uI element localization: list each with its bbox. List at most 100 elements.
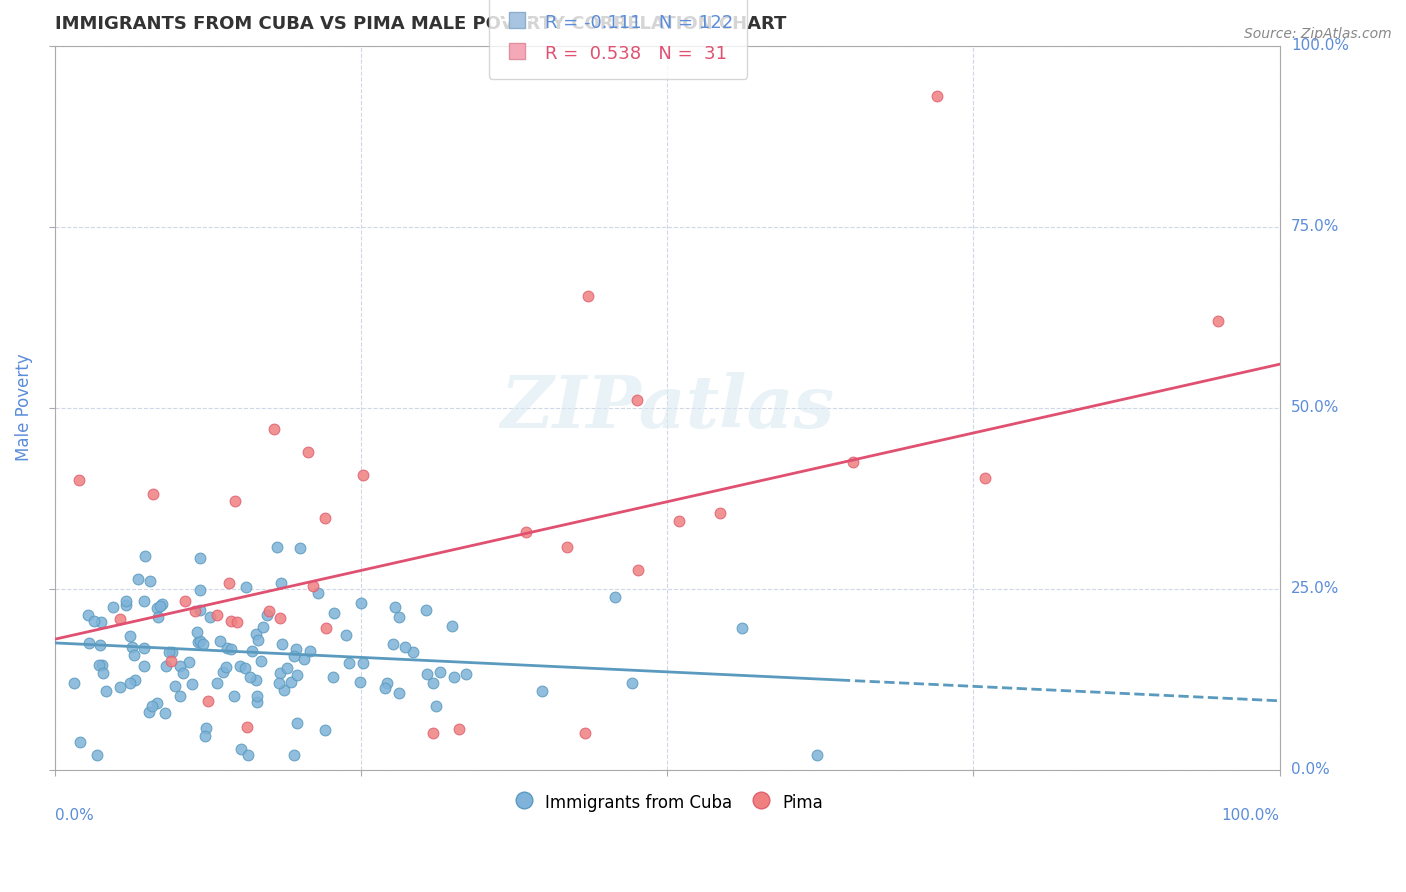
Point — [231, 742, 253, 756]
Point — [235, 580, 257, 594]
Point — [169, 659, 191, 673]
Point — [246, 695, 269, 709]
Point — [350, 596, 373, 610]
Point — [271, 637, 294, 651]
Point — [1208, 314, 1230, 328]
Point — [110, 680, 132, 694]
Point — [276, 661, 298, 675]
Point — [668, 514, 690, 528]
Point — [315, 621, 337, 635]
Point — [134, 640, 156, 655]
Point — [246, 689, 269, 703]
Text: 75.0%: 75.0% — [1291, 219, 1339, 234]
Text: 25.0%: 25.0% — [1291, 581, 1339, 596]
Point — [205, 676, 228, 690]
Point — [193, 637, 215, 651]
Point — [114, 594, 136, 608]
Point — [215, 659, 238, 673]
Point — [352, 468, 374, 483]
Point — [218, 575, 240, 590]
Point — [96, 684, 118, 698]
Point — [138, 574, 160, 588]
Point — [307, 586, 329, 600]
Point — [388, 686, 411, 700]
Point — [194, 721, 217, 735]
Point — [67, 473, 90, 487]
Point — [247, 633, 270, 648]
Point — [155, 658, 177, 673]
Point — [269, 676, 291, 690]
Point — [187, 635, 209, 649]
Point — [211, 665, 233, 680]
Point — [416, 667, 439, 681]
Point — [245, 673, 267, 688]
Point — [250, 654, 273, 668]
Text: 100.0%: 100.0% — [1222, 808, 1279, 823]
Point — [245, 627, 267, 641]
Point — [132, 658, 155, 673]
Point — [402, 645, 425, 659]
Point — [280, 674, 302, 689]
Point — [77, 636, 100, 650]
Point — [576, 289, 599, 303]
Point — [89, 657, 111, 672]
Point — [229, 659, 252, 673]
Point — [91, 666, 114, 681]
Point — [149, 599, 172, 613]
Point — [375, 676, 398, 690]
Point — [177, 655, 200, 669]
Point — [263, 422, 285, 436]
Point — [118, 675, 141, 690]
Point — [352, 656, 374, 670]
Point — [188, 550, 211, 565]
Point — [157, 645, 180, 659]
Point — [169, 690, 191, 704]
Point — [620, 676, 643, 690]
Text: IMMIGRANTS FROM CUBA VS PIMA MALE POVERTY CORRELATION CHART: IMMIGRANTS FROM CUBA VS PIMA MALE POVERT… — [55, 15, 786, 33]
Point — [335, 628, 357, 642]
Point — [626, 563, 648, 577]
Point — [159, 654, 181, 668]
Point — [283, 649, 305, 664]
Legend: Immigrants from Cuba, Pima: Immigrants from Cuba, Pima — [505, 786, 830, 819]
Point — [256, 607, 278, 622]
Point — [101, 600, 124, 615]
Point — [239, 670, 262, 684]
Point — [146, 696, 169, 710]
Point — [188, 603, 211, 617]
Point — [150, 597, 173, 611]
Point — [69, 735, 91, 749]
Point — [162, 645, 184, 659]
Point — [127, 572, 149, 586]
Point — [181, 677, 204, 691]
Point — [110, 612, 132, 626]
Point — [89, 638, 111, 652]
Point — [285, 642, 308, 657]
Point — [314, 511, 336, 525]
Point — [842, 455, 865, 469]
Text: 0.0%: 0.0% — [55, 808, 93, 823]
Point — [626, 393, 648, 408]
Point — [285, 715, 308, 730]
Point — [219, 614, 242, 628]
Point — [172, 665, 194, 680]
Point — [205, 608, 228, 623]
Point — [118, 629, 141, 643]
Point — [188, 582, 211, 597]
Point — [63, 676, 86, 690]
Point — [374, 681, 396, 695]
Point — [124, 673, 146, 687]
Point — [925, 89, 948, 103]
Point — [337, 656, 360, 670]
Point — [730, 621, 752, 635]
Point — [288, 541, 311, 555]
Point — [425, 698, 447, 713]
Point — [122, 648, 145, 663]
Point — [283, 748, 305, 763]
Point — [146, 610, 169, 624]
Text: Source: ZipAtlas.com: Source: ZipAtlas.com — [1244, 27, 1392, 41]
Y-axis label: Male Poverty: Male Poverty — [15, 354, 32, 461]
Point — [240, 644, 263, 658]
Point — [224, 494, 246, 508]
Point — [91, 658, 114, 673]
